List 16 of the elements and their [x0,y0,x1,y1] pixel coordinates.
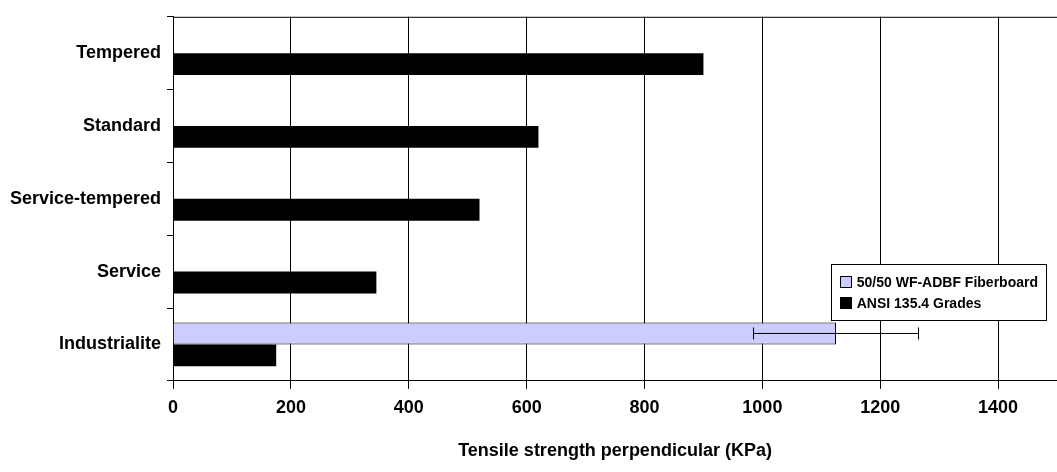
legend-label: 50/50 WF-ADBF Fiberboard [856,273,1038,290]
x-tick-label: 600 [511,396,542,417]
y-tick-label: Tempered [76,42,162,63]
y-tick-label: Service-tempered [10,187,162,208]
y-tick-label: Industrialite [59,333,162,354]
x-tick-label: 0 [168,396,179,417]
legend-label: ANSI 135.4 Grades [856,294,982,311]
x-axis-title: Tensile strength perpendicular (KPa) [458,440,772,461]
x-tick-label: 800 [629,396,660,417]
x-tick-label: 400 [393,396,424,417]
x-tick-label: 1400 [978,396,1019,417]
x-tick-label: 1200 [860,396,901,417]
x-tick-label: 200 [275,396,306,417]
y-tick-label: Service [97,260,162,281]
x-tick-label: 1000 [742,396,783,417]
y-tick-label: Standard [83,114,162,135]
